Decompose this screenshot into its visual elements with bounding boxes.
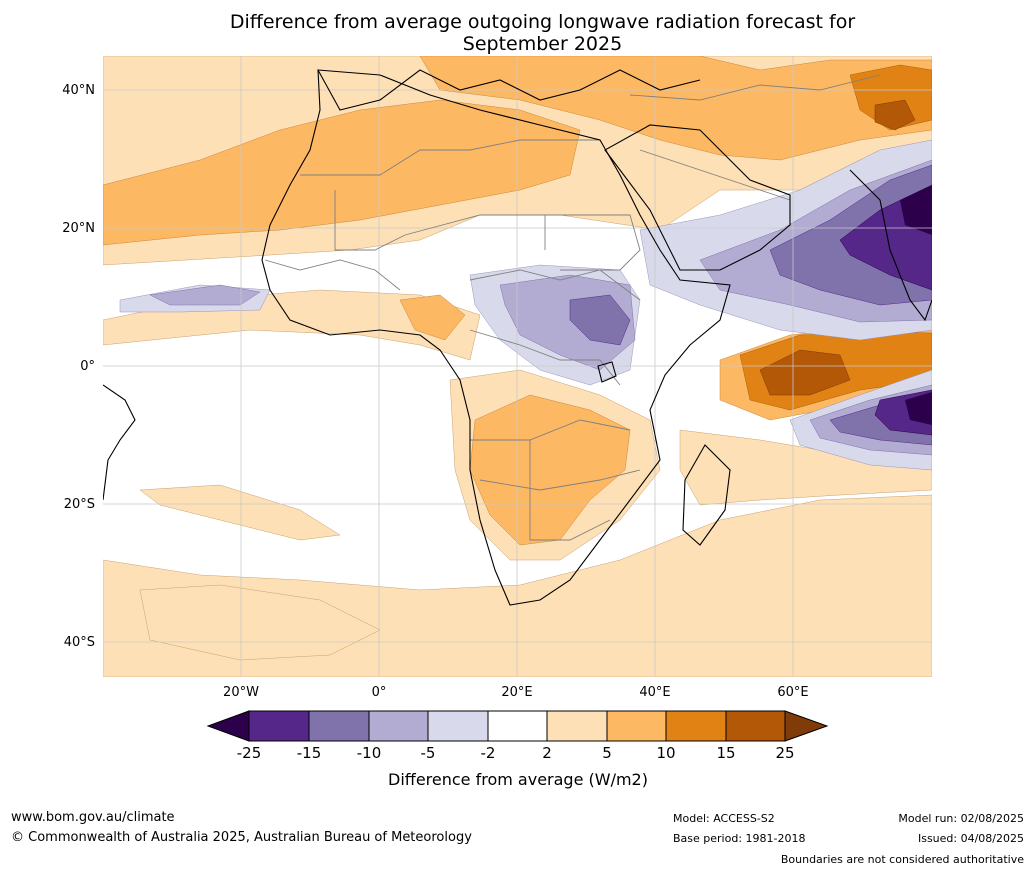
gulf-of-guinea-orange xyxy=(399,294,466,341)
footer-website[interactable]: www.bom.gov.au/climate xyxy=(11,810,175,825)
southern-indian-ocean-extreme xyxy=(905,392,932,425)
east-africa-dark-purple xyxy=(569,294,631,346)
colorbar-tick-5: 5 xyxy=(602,744,612,762)
colorbar-bin-minus25-minus15 xyxy=(248,710,310,742)
lon-label-20w: 20°W xyxy=(223,685,259,700)
arabian-sea-extreme xyxy=(900,185,932,235)
colorbar-tick-15: 15 xyxy=(716,744,736,762)
europe-coastline xyxy=(317,69,701,111)
west-africa-medium-purple xyxy=(149,284,261,306)
border-congo xyxy=(469,329,621,386)
colorbar-bin-15-25 xyxy=(725,710,786,742)
anomaly-layer-15-to-25 xyxy=(759,99,916,396)
colorbar-extend-min xyxy=(206,710,250,742)
border-southern-africa-3 xyxy=(529,440,611,541)
country-borders xyxy=(264,74,881,541)
border-southern-africa-2 xyxy=(479,469,641,491)
footer-disclaimer: Boundaries are not considered authoritat… xyxy=(780,853,1024,866)
border-arabia xyxy=(639,149,791,201)
lon-label-0: 0° xyxy=(371,685,387,700)
map-gridlines xyxy=(103,56,932,677)
lat-label-40s: 40°S xyxy=(63,635,95,650)
africa-coastline xyxy=(261,69,731,606)
south-atlantic-blob xyxy=(139,584,381,661)
colorbar-bin-minus2-2 xyxy=(487,710,548,742)
colorbar xyxy=(206,710,829,742)
indian-ocean-light-orange xyxy=(679,429,932,506)
colorbar-bin-minus5-minus2 xyxy=(427,710,489,742)
lake-victoria xyxy=(597,361,617,383)
lon-label-40e: 40°E xyxy=(639,685,671,700)
colorbar-tick-minus5: -5 xyxy=(420,744,436,762)
colorbar-tick-25: 25 xyxy=(775,744,795,762)
footer-base-period: Base period: 1981-2018 xyxy=(673,832,806,845)
mediterranean-orange xyxy=(419,56,932,161)
border-southern-africa-1 xyxy=(470,419,631,441)
footer-model: Model: ACCESS-S2 xyxy=(673,812,775,825)
border-central-africa xyxy=(469,269,641,301)
colorbar-label: Difference from average (W/m2) xyxy=(388,770,648,789)
map-title-line-1: Difference from average outgoing longwav… xyxy=(229,11,856,33)
colorbar-tick-2: 2 xyxy=(542,744,552,762)
colorbar-extend-max xyxy=(784,710,829,742)
colorbar-tick-minus15: -15 xyxy=(296,744,322,762)
border-middle-east xyxy=(629,74,881,101)
colorbar-bin-minus10-minus5 xyxy=(368,710,429,742)
mozambique-channel-light-orange xyxy=(139,484,341,541)
anomaly-layer-below-minus-25 xyxy=(900,185,932,425)
equatorial-indian-ocean-core xyxy=(759,349,851,396)
colorbar-tick-minus25: -25 xyxy=(236,744,262,762)
lat-label-20s: 20°S xyxy=(63,497,95,512)
arabian-peninsula-coastline xyxy=(604,124,791,271)
india-coastline xyxy=(849,169,932,322)
footer-copyright: © Commonwealth of Australia 2025, Austra… xyxy=(11,830,472,845)
colorbar-bin-10-15 xyxy=(665,710,727,742)
lat-label-40n: 40°N xyxy=(62,83,95,98)
southern-africa-orange xyxy=(469,394,631,546)
footer-model-run: Model run: 02/08/2025 xyxy=(898,812,1024,825)
map-plot-area xyxy=(103,56,932,677)
lon-label-60e: 60°E xyxy=(777,685,809,700)
colorbar-tick-minus2: -2 xyxy=(480,744,496,762)
border-west-africa xyxy=(264,259,401,291)
iran-core xyxy=(874,99,916,131)
colorbar-bin-2-5 xyxy=(546,710,608,742)
atlantic-sahara-orange xyxy=(103,99,581,246)
coastlines xyxy=(103,69,932,606)
footer-issued: Issued: 04/08/2025 xyxy=(917,832,1024,845)
south-america-coastline xyxy=(103,384,136,501)
colorbar-bin-5-10 xyxy=(606,710,667,742)
colorbar-tick-minus10: -10 xyxy=(356,744,382,762)
lat-label-20n: 20°N xyxy=(62,221,95,236)
madagascar-coastline xyxy=(682,444,731,546)
colorbar-bin-minus15-minus10 xyxy=(308,710,370,742)
lon-label-20e: 20°E xyxy=(501,685,533,700)
colorbar-tick-10: 10 xyxy=(656,744,676,762)
map-title-line-2: September 2025 xyxy=(462,33,623,55)
border-sahara-north xyxy=(300,139,600,176)
lat-label-equator: 0° xyxy=(80,359,95,374)
